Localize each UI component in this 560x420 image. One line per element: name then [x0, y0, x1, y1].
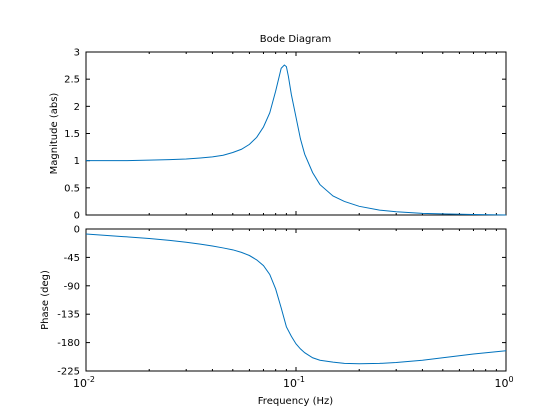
y-tick-label: -90 — [64, 281, 80, 292]
phase-series-line — [85, 233, 507, 365]
y-tick-label: -180 — [57, 338, 80, 349]
y-tick-label: 0 — [74, 225, 80, 236]
x-axis-label: Frequency (Hz) — [258, 396, 334, 407]
y-tick-label: -45 — [64, 253, 80, 264]
phase-panel: 0 -45 -90 -135 -180 -225 Phase (deg) 10-2 10-1 10… — [40, 225, 514, 391]
y-tick-label: 2 — [74, 102, 80, 113]
magnitude-y-axis-label: Magnitude (abs) — [49, 93, 60, 175]
y-tick-label: 1.5 — [64, 129, 80, 140]
y-tick-label: -225 — [57, 367, 80, 378]
magnitude-axes-frame — [85, 51, 507, 216]
y-tick-label: 0 — [74, 211, 80, 222]
phase-axes-frame — [85, 228, 507, 372]
y-tick-label: -135 — [57, 310, 80, 321]
magnitude-panel: 0 0.5 1 1.5 2 2.5 3 Magnitude (abs) — [49, 48, 507, 222]
y-tick-label: 3 — [74, 48, 80, 59]
x-tick-label: 10-2 — [73, 375, 95, 390]
y-tick-label: 1 — [74, 156, 80, 167]
y-tick-label: 0.5 — [64, 183, 80, 194]
x-tick-label: 10-1 — [283, 375, 305, 390]
y-tick-label: 2.5 — [64, 75, 80, 86]
magnitude-series-line — [86, 64, 507, 216]
x-tick-label: 100 — [494, 375, 513, 390]
phase-y-axis-label: Phase (deg) — [40, 270, 51, 330]
chart-title: Bode Diagram — [260, 34, 332, 45]
